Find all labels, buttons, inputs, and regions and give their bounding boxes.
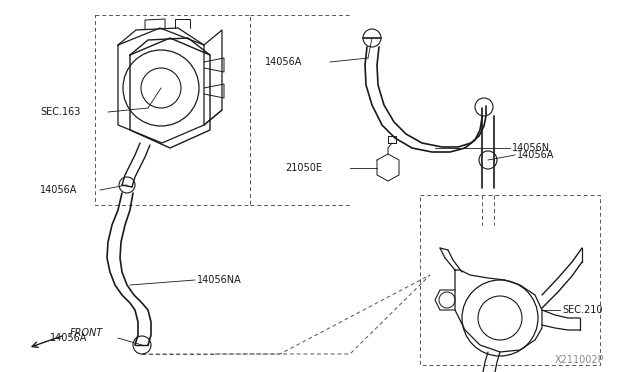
- Text: 14056A: 14056A: [50, 333, 88, 343]
- Text: 14056A: 14056A: [517, 150, 554, 160]
- Text: 14056A: 14056A: [40, 185, 77, 195]
- Text: 21050E: 21050E: [285, 163, 322, 173]
- Text: X211002P: X211002P: [555, 355, 605, 365]
- Text: SEC.210: SEC.210: [562, 305, 602, 315]
- Text: 14056NA: 14056NA: [197, 275, 242, 285]
- Text: FRONT: FRONT: [70, 328, 103, 338]
- Text: SEC.163: SEC.163: [40, 107, 81, 117]
- Text: 14056N: 14056N: [512, 143, 550, 153]
- Text: 14056A: 14056A: [265, 57, 302, 67]
